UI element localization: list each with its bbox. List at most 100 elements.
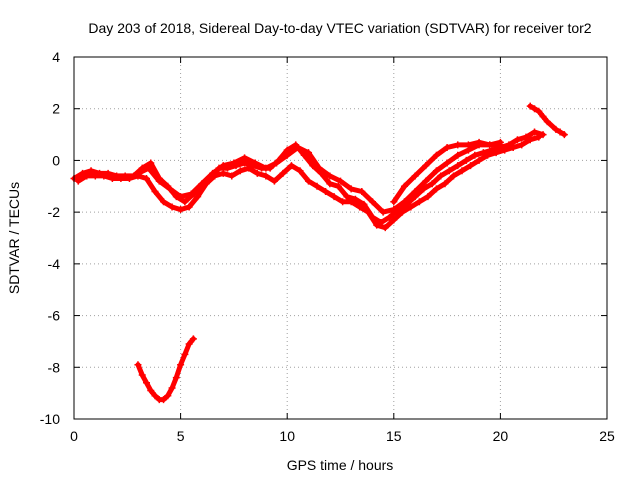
data-point [187, 190, 195, 198]
data-point [313, 182, 321, 190]
data-point [441, 180, 449, 188]
data-point [343, 193, 351, 201]
data-point [432, 151, 440, 159]
data-point [407, 203, 415, 211]
data-point [347, 198, 355, 206]
data-point [432, 167, 440, 175]
data-point [501, 146, 509, 154]
data-point [83, 172, 91, 180]
data-point [471, 151, 479, 159]
data-point [458, 167, 466, 175]
data-point [531, 128, 539, 136]
data-point [337, 177, 344, 185]
y-tick-label: 2 [52, 101, 60, 117]
data-point [368, 198, 376, 206]
series-segment-low [134, 335, 197, 404]
series-track-d [390, 138, 504, 206]
data-point [526, 102, 534, 110]
data-point [462, 156, 470, 164]
data-point [142, 379, 150, 387]
data-point [134, 361, 142, 369]
data-point [484, 151, 492, 159]
data-point [245, 164, 253, 172]
data-point [339, 198, 347, 206]
data-point [177, 193, 185, 201]
data-point [552, 125, 560, 133]
data-point [539, 131, 547, 139]
data-point [315, 164, 323, 172]
data-point [513, 136, 521, 144]
y-tick-label: -8 [48, 359, 61, 375]
x-tick-label: 15 [386, 428, 402, 444]
data-point [166, 185, 174, 193]
data-point [373, 221, 381, 229]
data-point [74, 177, 82, 185]
x-tick-label: 0 [70, 428, 78, 444]
data-point [556, 128, 564, 136]
data-point [437, 172, 445, 180]
x-tick-label: 20 [493, 428, 509, 444]
data-point [189, 335, 197, 343]
data-point [125, 175, 133, 183]
data-point [145, 164, 153, 172]
y-tick-label: -10 [40, 411, 60, 427]
data-point [228, 172, 236, 180]
x-tick-label: 10 [279, 428, 295, 444]
data-point [496, 141, 504, 149]
data-point [91, 172, 99, 180]
data-point [172, 374, 180, 382]
data-point [209, 169, 217, 177]
data-point [134, 169, 142, 177]
y-axis-label: SDTVAR / TECUs [6, 182, 22, 294]
data-point [386, 213, 394, 221]
data-point [219, 162, 227, 170]
data-point [283, 151, 291, 159]
data-point [230, 159, 238, 167]
data-point [518, 141, 526, 149]
data-point [198, 180, 206, 188]
data-point [509, 144, 517, 151]
data-point [155, 177, 163, 185]
chart-title: Day 203 of 2018, Sidereal Day-to-day VTE… [88, 20, 591, 36]
data-point [486, 141, 494, 149]
data-point [279, 169, 287, 177]
data-point [526, 136, 534, 144]
data-point [262, 172, 270, 180]
data-point [326, 172, 334, 180]
data-point [347, 185, 355, 193]
data-point [251, 159, 259, 167]
data-point [160, 396, 168, 404]
data-point [253, 169, 261, 177]
data-point [270, 177, 278, 185]
series-segment-tail [526, 102, 568, 139]
data-point [87, 167, 95, 175]
data-point [287, 162, 295, 170]
data-point [168, 203, 176, 211]
data-point [326, 180, 334, 188]
data-point [560, 131, 568, 139]
data-point [142, 175, 150, 183]
data-point [138, 371, 146, 379]
data-point [219, 169, 227, 177]
data-point [492, 149, 500, 157]
y-tick-label: 0 [52, 152, 60, 168]
data-point [100, 172, 108, 180]
data-point [241, 154, 249, 162]
data-point [443, 144, 451, 151]
series-track-c [134, 138, 504, 216]
data-point [177, 206, 185, 214]
data-point [454, 141, 462, 149]
grid [74, 57, 607, 419]
data-point [181, 198, 189, 206]
data-point [443, 159, 451, 167]
data-point [400, 182, 408, 190]
data-point [543, 118, 551, 126]
data-point [422, 177, 430, 185]
data-point [334, 182, 342, 190]
data-point [464, 141, 472, 149]
data-point [531, 105, 539, 113]
data-point [398, 208, 406, 216]
data-point [390, 216, 398, 224]
data-point [535, 107, 543, 115]
